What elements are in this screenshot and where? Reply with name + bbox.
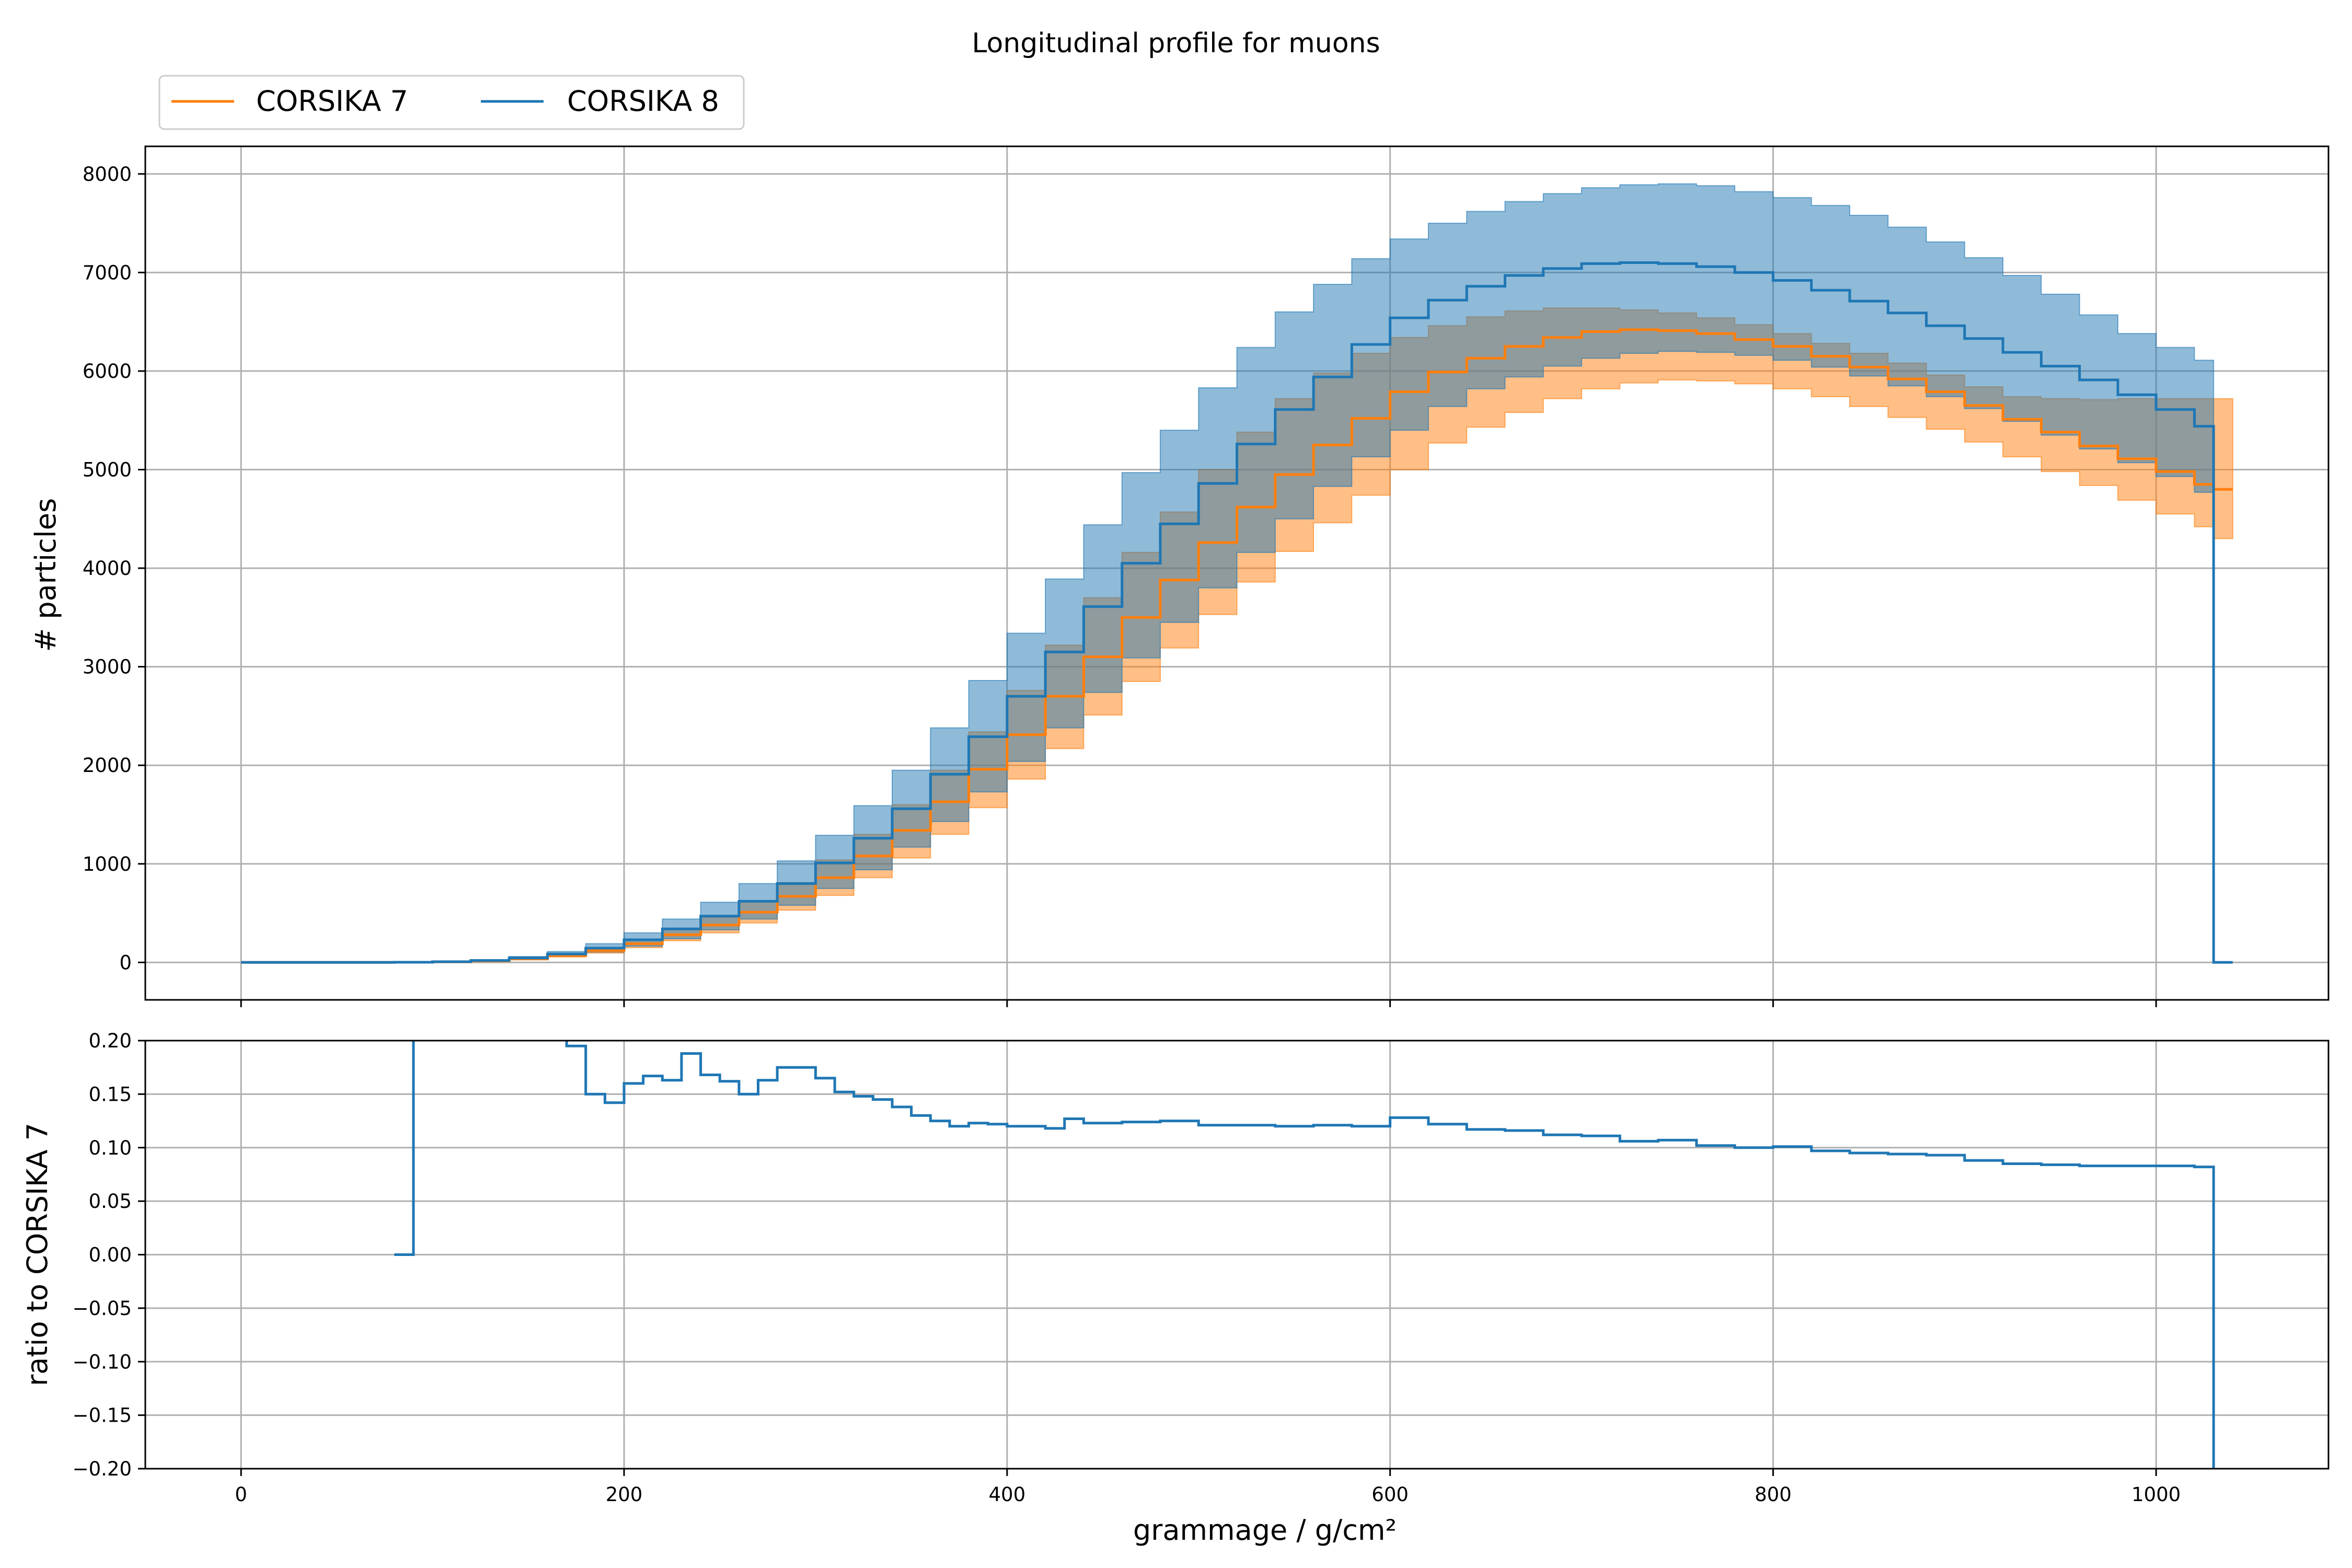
y-tick-label: 5000 [83,459,132,481]
y-tick-label: 3000 [83,656,132,678]
profile-panel: 0 1000 2000 3000 4000 5000 6000 7000 8000 [83,145,2330,1007]
ratio-panel: −0.20 −0.15 −0.10 −0.05 0.00 0.05 0.10 0.15 0.20… [73,1030,2330,1506]
legend: CORSIKA 7 CORSIKA 8 [158,75,745,130]
x-tick-label: 0 [235,1483,247,1506]
y-tick-label: 6000 [83,360,132,383]
legend-label-corsika7: CORSIKA 7 [256,85,408,118]
y-tick-label: 4000 [83,557,132,580]
series-line-corsika-8 [241,261,2233,964]
y-tick-label: 8000 [83,163,132,186]
x-tick-label: 400 [989,1483,1026,1506]
y-axis-label-profile: # particles [29,498,62,652]
legend-frame [158,75,745,130]
x-tick-label: 600 [1371,1483,1409,1506]
y-tick-label: 0.15 [89,1083,132,1105]
axes-frame-profile [144,145,2330,1001]
x-tick-label: 200 [606,1483,643,1506]
series-line-corsika-8-corsika-7 [394,1041,2215,1469]
y-tick-label: −0.10 [73,1351,132,1373]
chart-title: Longitudinal profile for muons [972,28,1380,59]
y-tick-label: 0.05 [89,1190,132,1213]
y-tick-label: −0.05 [73,1297,132,1320]
y-tick-label: −0.15 [73,1404,132,1427]
x-tick-label: 1000 [2131,1483,2181,1506]
y-tick-label: −0.20 [73,1458,132,1480]
y-tick-label: 7000 [83,261,132,284]
y-tick-label: 0.20 [89,1030,132,1052]
x-tick-label: 800 [1755,1483,1792,1506]
y-axis-label-ratio: ratio to CORSIKA 7 [21,1123,54,1386]
y-tick-label: 0.00 [89,1244,132,1266]
x-axis-label: grammage / g/cm² [1133,1514,1397,1547]
legend-label-corsika8: CORSIKA 8 [567,85,719,118]
y-tick-label: 0 [119,951,132,974]
plot-area-ratio [394,1041,2215,1469]
plot-area-profile [241,183,2233,964]
y-tick-label: 2000 [83,754,132,777]
band-corsika-8 [241,183,2233,963]
y-tick-label: 1000 [83,853,132,875]
y-tick-label: 0.10 [89,1137,132,1159]
